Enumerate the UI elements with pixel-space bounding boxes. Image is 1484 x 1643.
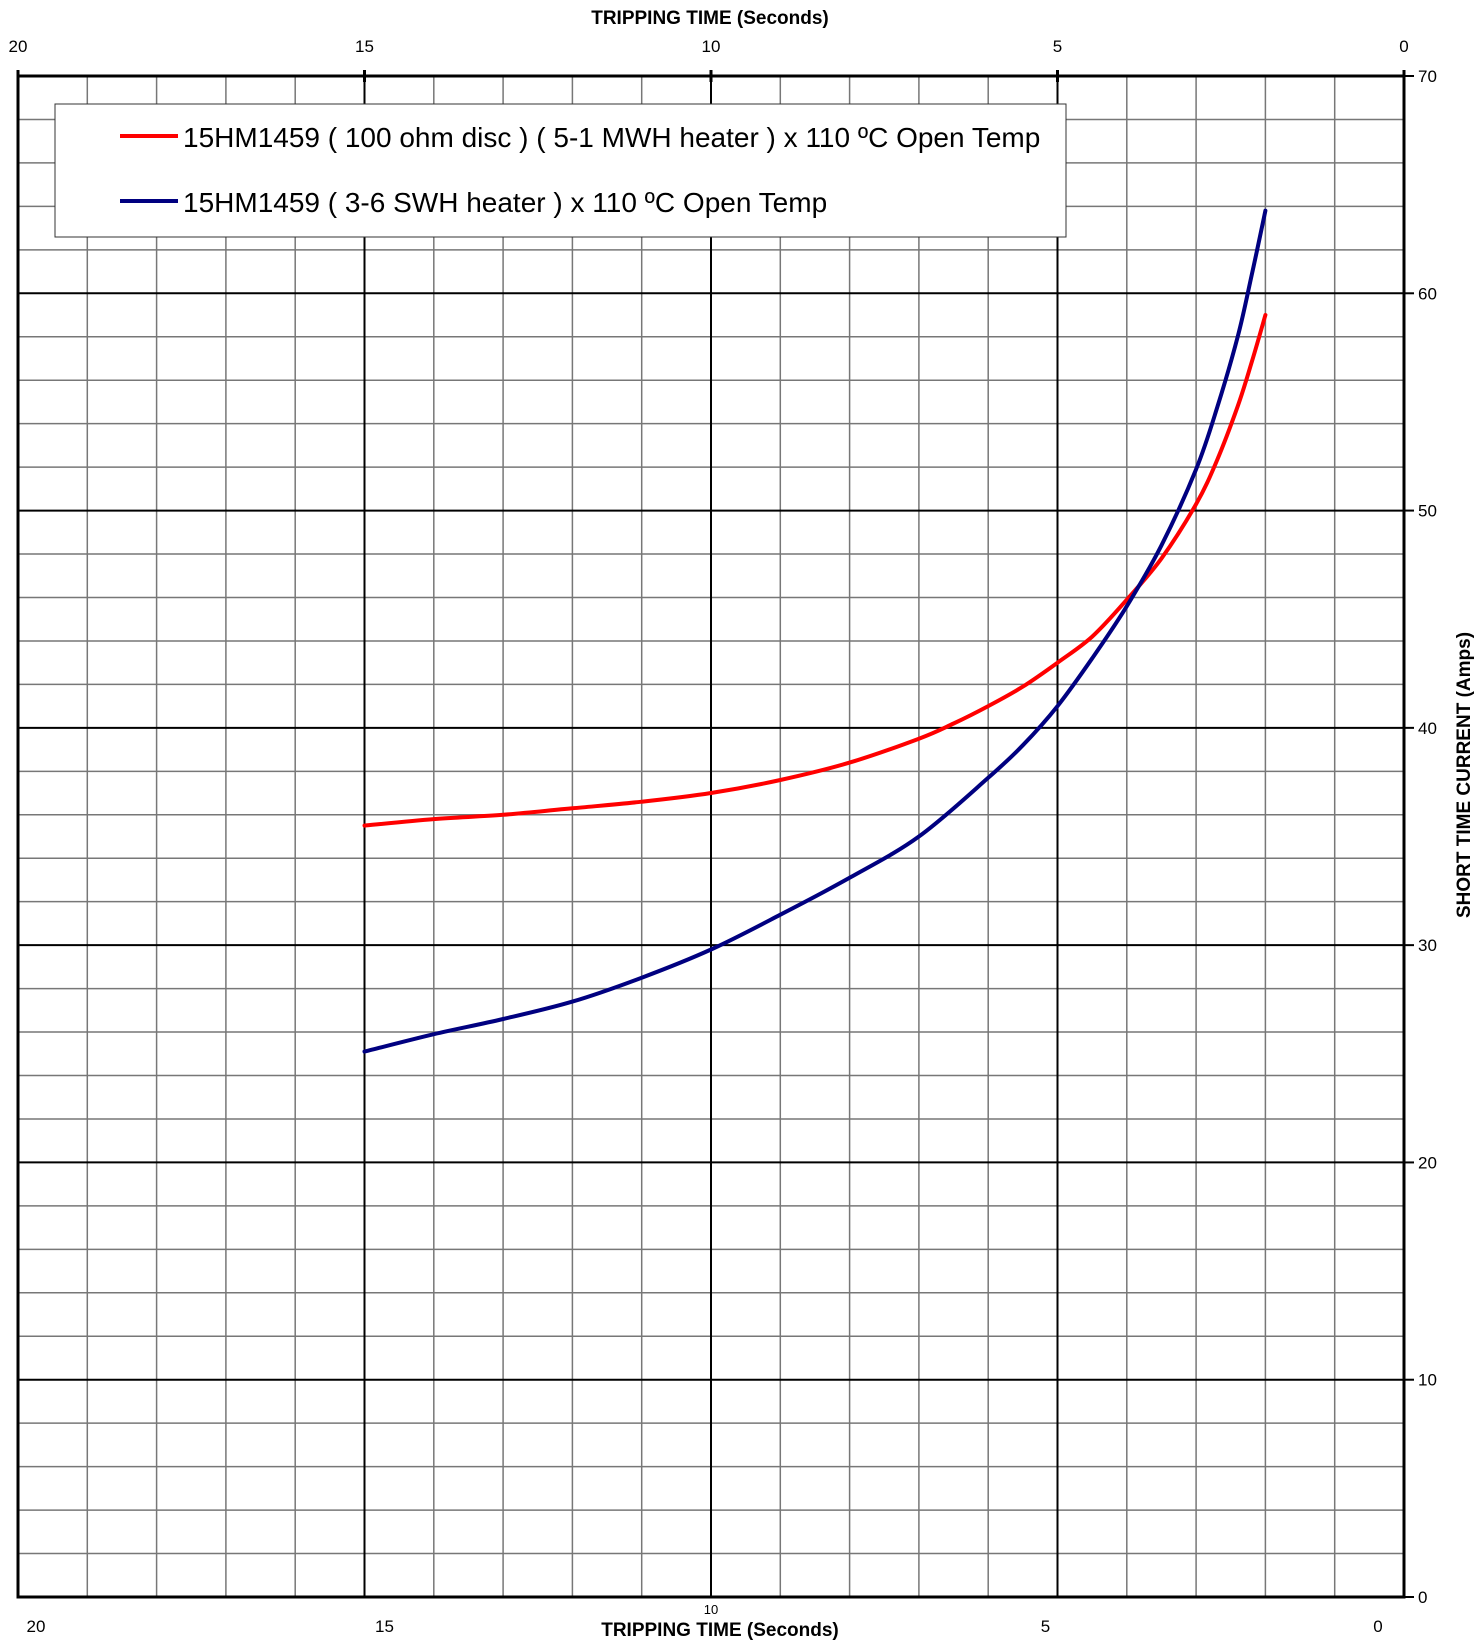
top-x-axis-ticks: 20 15 10 5 0 [9,37,1409,82]
legend-box [54,103,1067,238]
right-y-axis-ticks: 70 60 50 40 30 20 10 0 [1404,67,1437,1607]
top-x-tick-label: 5 [1053,37,1062,56]
bottom-x-tick-label: 20 [27,1617,46,1636]
right-y-axis-title: SHORT TIME CURRENT (Amps) [1454,632,1475,918]
series-line-blue [362,208,1268,1054]
bottom-x-axis-title: TRIPPING TIME (Seconds) [601,1620,839,1641]
series-line-red [362,313,1268,828]
top-x-tick-label: 15 [355,37,374,56]
right-y-tick-label: 30 [1418,936,1437,955]
bottom-x-tick-label-small: 10 [704,1602,718,1617]
legend-label-blue-series: 15HM1459 ( 3-6 SWH heater ) x 110 ºC Ope… [183,187,827,218]
legend-label-red-series: 15HM1459 ( 100 ohm disc ) ( 5-1 MWH heat… [183,122,1040,153]
bottom-x-tick-label: 5 [1041,1617,1050,1636]
bottom-x-tick-label: 15 [375,1617,394,1636]
right-y-tick-label: 10 [1418,1371,1437,1390]
legend: 15HM1459 ( 100 ohm disc ) ( 5-1 MWH heat… [54,103,1067,238]
top-x-tick-label: 0 [1399,37,1408,56]
right-y-tick-label: 0 [1418,1588,1427,1607]
bottom-x-axis-ticks: 20 15 5 0 10 [27,1602,1383,1636]
right-y-tick-label: 40 [1418,719,1437,738]
series-lines [362,208,1268,1054]
right-y-tick-label: 50 [1418,502,1437,521]
major-grid [18,76,1404,1597]
top-x-tick-label: 10 [702,37,721,56]
right-y-tick-label: 60 [1418,284,1437,303]
top-x-axis-title: TRIPPING TIME (Seconds) [591,8,829,29]
right-y-tick-label: 70 [1418,67,1437,86]
bottom-x-tick-label: 0 [1373,1617,1382,1636]
right-y-tick-label: 20 [1418,1153,1437,1172]
top-x-tick-label: 20 [9,37,28,56]
